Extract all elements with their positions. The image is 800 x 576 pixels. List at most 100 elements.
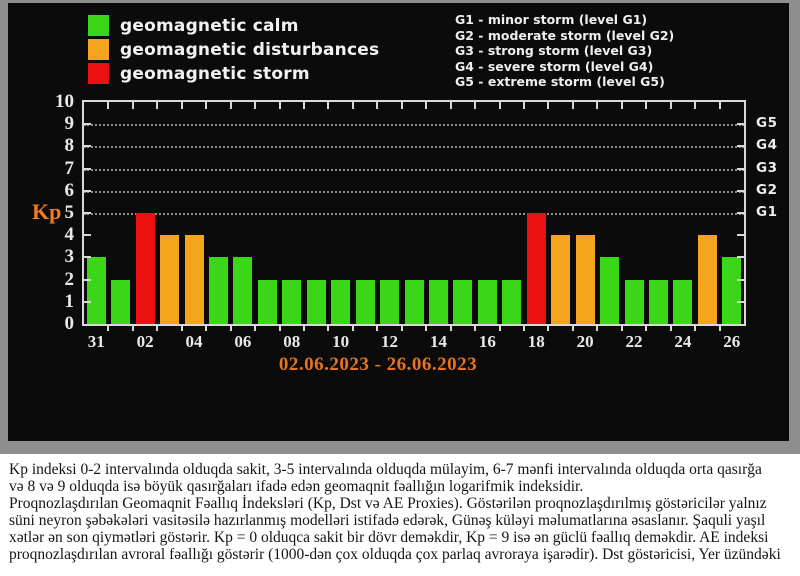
x-tick-bottom — [180, 326, 183, 331]
x-tick-bottom — [498, 326, 501, 331]
bar-day-23 — [648, 279, 668, 324]
y-axis-label: 6 — [64, 179, 75, 201]
storm-scale: G1 - minor storm (level G1) G2 - moderate… — [455, 12, 674, 90]
x-tick-bottom — [351, 326, 354, 331]
y-tick — [737, 256, 744, 259]
description-line: Kp indeksi 0-2 intervalında olduqda saki… — [9, 461, 762, 478]
x-tick-top — [449, 102, 452, 109]
y-axis-label: 0 — [64, 313, 75, 334]
description-line: və 8 və 9 olduqda isə böyük qasırğaları … — [9, 478, 584, 495]
bar-day-24 — [673, 279, 693, 324]
x-tick-top — [205, 102, 208, 109]
x-axis-label: 18 — [527, 332, 545, 351]
y-tick — [737, 145, 744, 148]
storm-scale-line: G5 - extreme storm (level G5) — [455, 74, 665, 90]
x-tick-bottom — [107, 326, 110, 331]
legend: geomagnetic calm geomagnetic disturbances… — [88, 14, 379, 86]
y-tick — [84, 256, 91, 259]
y-tick — [737, 123, 744, 126]
x-axis-label: 02 — [136, 332, 154, 351]
bar-day-15 — [453, 279, 473, 324]
legend-label: geomagnetic storm — [120, 63, 310, 84]
x-axis-label: 24 — [674, 332, 692, 351]
bar-day-25 — [697, 235, 717, 324]
bar-day-06 — [233, 257, 253, 324]
x-tick-bottom — [205, 326, 208, 331]
y-tick — [737, 189, 744, 192]
y-axis-label: 7 — [64, 157, 75, 179]
storm-scale-line: G1 - minor storm (level G1) — [455, 12, 648, 27]
x-tick-top — [278, 102, 281, 109]
x-tick-top — [523, 102, 525, 109]
y-tick — [84, 167, 91, 170]
y-axis-label: 1 — [64, 290, 75, 312]
x-tick-bottom — [571, 326, 574, 331]
bar-day-07 — [257, 279, 277, 324]
bar-day-18 — [526, 213, 546, 324]
x-tick-bottom — [523, 326, 525, 331]
y-tick — [84, 300, 91, 303]
bar-day-22 — [624, 279, 644, 324]
x-tick-bottom — [400, 326, 403, 331]
y-axis-label: 3 — [64, 246, 75, 268]
kp-axis-title: Kp — [32, 199, 62, 224]
x-tick-bottom — [376, 326, 379, 331]
gridline-kp-6 — [84, 190, 744, 193]
x-tick-bottom — [156, 326, 159, 331]
x-tick-top — [596, 102, 599, 109]
x-tick-bottom — [474, 326, 477, 331]
y-tick — [84, 212, 91, 214]
x-axis-label: 10 — [332, 332, 350, 351]
g-level-label: G2 — [756, 181, 778, 198]
bar-day-26 — [722, 257, 742, 324]
x-tick-top — [620, 102, 623, 109]
legend-swatch-1 — [88, 39, 109, 60]
x-tick-bottom — [596, 326, 599, 331]
bar-day-16 — [477, 279, 497, 324]
y-tick — [84, 278, 91, 281]
x-axis-label: 12 — [381, 332, 399, 351]
x-tick-top — [107, 102, 110, 109]
x-tick-top — [229, 102, 232, 109]
bar-day-05 — [208, 257, 228, 324]
bar-day-17 — [502, 279, 522, 324]
bar-day-20 — [575, 235, 595, 324]
x-tick-top — [156, 102, 159, 109]
x-axis-label: 04 — [185, 332, 203, 351]
x-axis-label: 06 — [234, 332, 252, 351]
y-axis-label: 4 — [64, 224, 75, 246]
bar-day-21 — [600, 257, 620, 324]
bar-day-13 — [404, 279, 424, 324]
x-tick-top — [498, 102, 501, 109]
description: Kp indeksi 0-2 intervalında olduqda saki… — [0, 454, 800, 563]
legend-item: geomagnetic storm — [88, 62, 379, 85]
x-tick-bottom — [620, 326, 623, 331]
gridline-kp-7 — [84, 168, 744, 171]
x-tick-top — [474, 102, 477, 109]
legend-item: geomagnetic disturbances — [88, 38, 379, 61]
x-tick-top — [180, 102, 183, 109]
y-axis-label: 5 — [64, 202, 75, 223]
bar-day-01 — [111, 279, 131, 324]
x-axis-label: 20 — [576, 332, 594, 351]
description-line: proqnozlaşdırılan avroral fəallığı göstə… — [9, 546, 781, 563]
storm-scale-line: G3 - strong storm (level G3) — [455, 43, 653, 59]
y-tick — [737, 278, 744, 281]
gridline-kp-8 — [84, 146, 744, 149]
y-tick — [84, 123, 91, 126]
description-line: Proqnozlaşdırılan Geomaqnit Fəallıq İnde… — [9, 495, 767, 512]
g-level-label: G4 — [756, 137, 778, 154]
bar-day-02 — [135, 213, 155, 324]
g-level-label: G1 — [756, 204, 778, 220]
x-tick-top — [669, 102, 672, 109]
bar-day-09 — [306, 279, 326, 324]
x-tick-top — [718, 102, 721, 109]
x-tick-top — [694, 102, 697, 109]
y-tick — [737, 167, 744, 170]
x-axis-label: 22 — [625, 332, 643, 351]
g-level-label: G5 — [756, 115, 778, 132]
x-tick-bottom — [131, 326, 134, 331]
y-tick — [737, 300, 744, 303]
x-axis-label: 14 — [429, 332, 447, 351]
x-tick-bottom — [303, 326, 305, 331]
